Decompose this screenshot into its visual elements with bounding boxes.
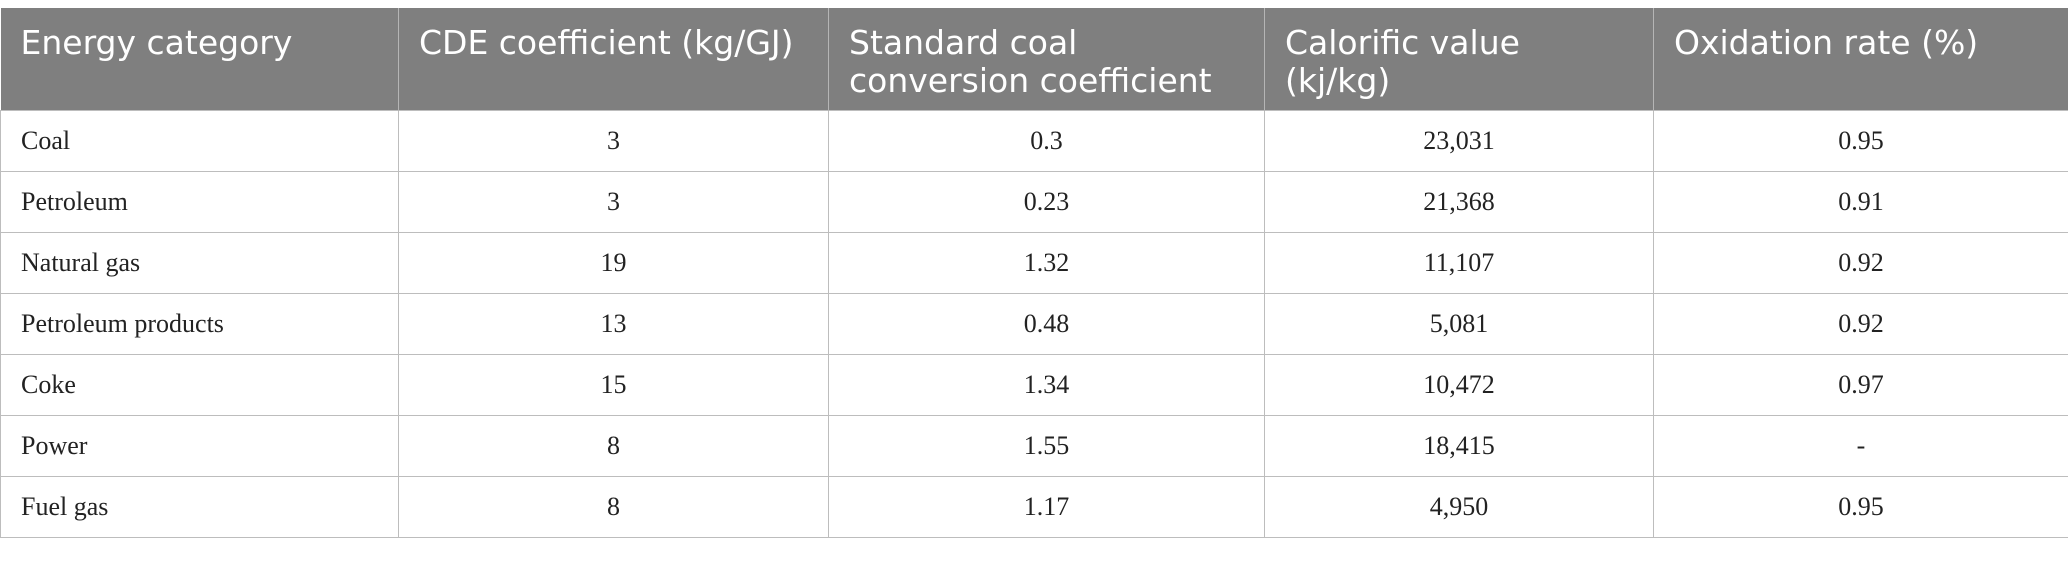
table-body: Coal 3 0.3 23,031 0.95 Petroleum 3 0.23 21,368 0.… xyxy=(0,110,2068,538)
table-row: Natural gas 19 1.32 11,107 0.92 xyxy=(0,232,2068,294)
table-cell: 0.48 xyxy=(828,293,1265,355)
table-row: Power 8 1.55 18,415- xyxy=(0,415,2068,477)
header-row: Energy category CDE coefficient (kg/GJ) St… xyxy=(0,8,2068,111)
header-cell: Energy category xyxy=(0,8,399,111)
header-cell: Standard coal conversion coefficient xyxy=(828,8,1265,111)
table-cell: 15 xyxy=(398,354,829,416)
table-cell: Natural gas xyxy=(0,232,399,294)
table-cell: 5,081 xyxy=(1264,293,1654,355)
table-cell: 3 xyxy=(398,110,829,172)
table-row: Petroleum products 13 0.48 5,081 0.92 xyxy=(0,293,2068,355)
table-cell: 0.23 xyxy=(828,171,1265,233)
table-cell: 0.95 xyxy=(1653,110,2068,172)
table-cell: 19 xyxy=(398,232,829,294)
table-head: Energy category CDE coefficient (kg/GJ) St… xyxy=(0,8,2068,111)
table-cell: 8 xyxy=(398,476,829,538)
header-cell: CDE coefficient (kg/GJ) xyxy=(398,8,829,111)
header-cell: Calorific value (kj/kg) xyxy=(1264,8,1654,111)
table-row: Coke 15 1.34 10,472 0.97 xyxy=(0,354,2068,416)
table-row: Fuel gas 8 1.17 4,950 0.95 xyxy=(0,476,2068,538)
table-cell: 21,368 xyxy=(1264,171,1654,233)
table-cell: Power xyxy=(0,415,399,477)
table-cell: Petroleum xyxy=(0,171,399,233)
table-cell: 3 xyxy=(398,171,829,233)
table-cell: 1.34 xyxy=(828,354,1265,416)
table-row: Petroleum 3 0.23 21,368 0.91 xyxy=(0,171,2068,233)
table-cell: 0.3 xyxy=(828,110,1265,172)
table-cell: 11,107 xyxy=(1264,232,1654,294)
table-cell: 23,031 xyxy=(1264,110,1654,172)
table-cell: 13 xyxy=(398,293,829,355)
table-cell: 0.91 xyxy=(1653,171,2068,233)
table-cell: Coal xyxy=(0,110,399,172)
table-cell: 1.55 xyxy=(828,415,1265,477)
data-table: Energy category CDE coefficient (kg/GJ) St… xyxy=(0,8,2068,538)
table-container: Energy category CDE coefficient (kg/GJ) St… xyxy=(0,8,2068,538)
header-cell: Oxidation rate (%) xyxy=(1653,8,2068,111)
table-cell: Petroleum products xyxy=(0,293,399,355)
table-cell: - xyxy=(1653,415,2068,477)
table-cell: 0.92 xyxy=(1653,293,2068,355)
table-cell: 4,950 xyxy=(1264,476,1654,538)
table-row: Coal 3 0.3 23,031 0.95 xyxy=(0,110,2068,172)
table-cell: 8 xyxy=(398,415,829,477)
table-cell: 0.97 xyxy=(1653,354,2068,416)
table-cell: 0.92 xyxy=(1653,232,2068,294)
table-cell: Coke xyxy=(0,354,399,416)
table-cell: 0.95 xyxy=(1653,476,2068,538)
table-cell: 1.32 xyxy=(828,232,1265,294)
table-cell: 10,472 xyxy=(1264,354,1654,416)
table-cell: 1.17 xyxy=(828,476,1265,538)
table-cell: Fuel gas xyxy=(0,476,399,538)
table-cell: 18,415 xyxy=(1264,415,1654,477)
